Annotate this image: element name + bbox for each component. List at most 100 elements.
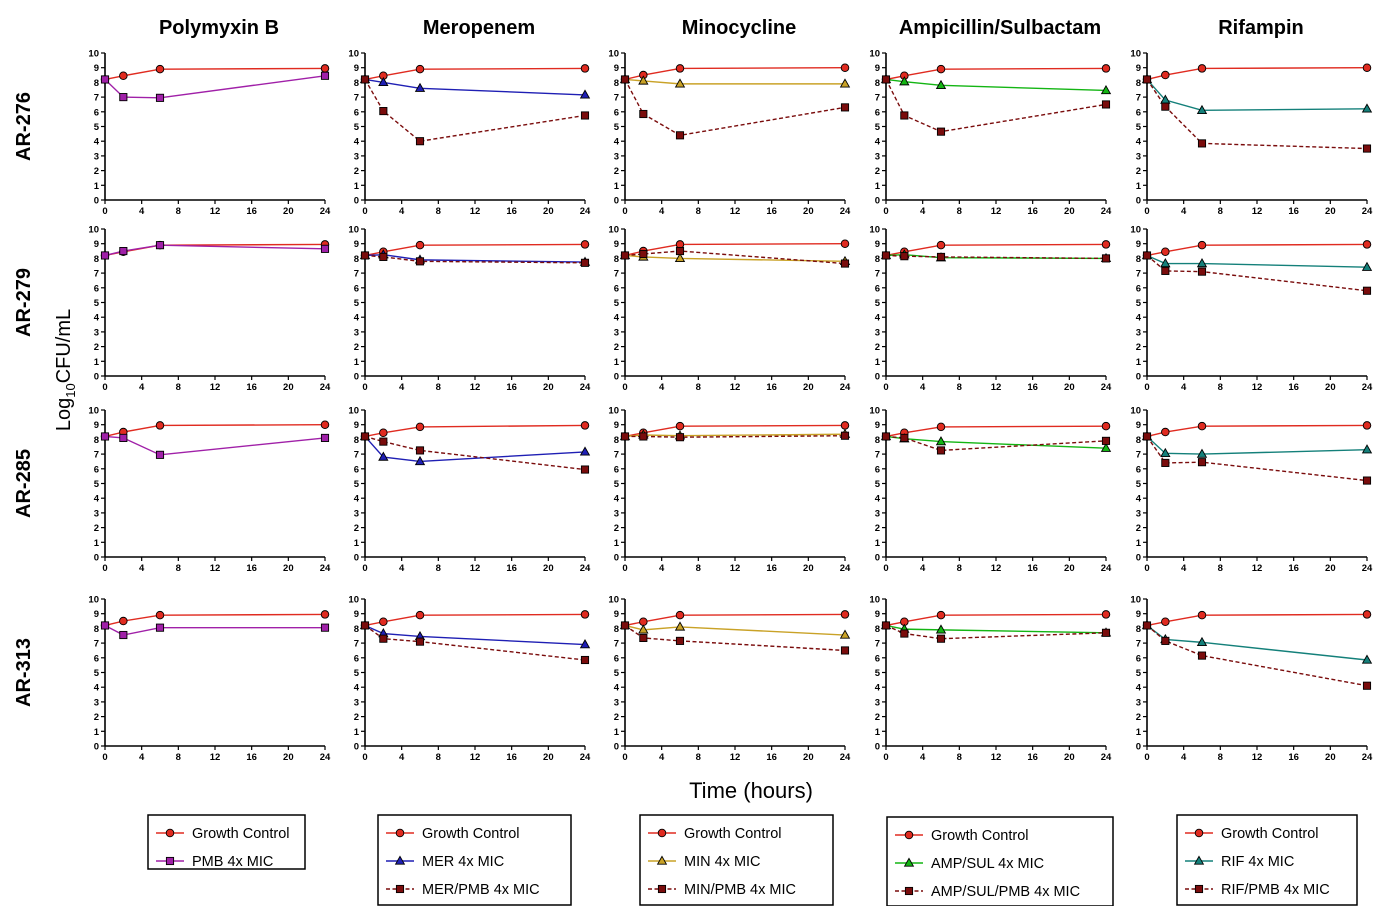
y-tick-label: 5 bbox=[94, 298, 100, 309]
x-tick-label: 0 bbox=[883, 206, 888, 217]
row-label: AR-313 bbox=[13, 638, 35, 707]
data-point bbox=[415, 64, 425, 74]
y-tick-label: 9 bbox=[875, 609, 880, 620]
y-tick-label: 10 bbox=[348, 595, 359, 606]
x-tick-label: 0 bbox=[622, 206, 627, 217]
x-tick-label: 4 bbox=[1181, 563, 1187, 574]
data-point bbox=[899, 76, 910, 86]
data-point bbox=[639, 432, 648, 441]
y-tick-label: 2 bbox=[94, 712, 99, 723]
data-point bbox=[840, 431, 850, 440]
data-point bbox=[840, 646, 850, 655]
y-tick-label: 4 bbox=[875, 683, 881, 694]
data-point bbox=[1100, 442, 1112, 452]
data-point bbox=[1142, 75, 1152, 84]
x-tick-label: 0 bbox=[883, 563, 888, 574]
x-tick-label: 8 bbox=[176, 382, 181, 393]
data-point bbox=[840, 63, 850, 72]
y-tick-label: 10 bbox=[869, 595, 880, 606]
y-tick-label: 4 bbox=[94, 494, 100, 505]
y-tick-label: 8 bbox=[614, 78, 619, 89]
y-tick-label: 0 bbox=[1136, 553, 1141, 564]
data-point bbox=[675, 610, 685, 620]
y-tick-label: 1 bbox=[94, 357, 100, 368]
data-point bbox=[1197, 610, 1207, 620]
x-tick-label: 12 bbox=[730, 563, 741, 574]
x-tick-label: 16 bbox=[246, 206, 257, 217]
data-point bbox=[1100, 84, 1112, 95]
y-tick-label: 10 bbox=[869, 406, 880, 417]
x-tick-label: 20 bbox=[803, 563, 814, 574]
x-tick-label: 8 bbox=[436, 563, 441, 574]
x-tick-label: 8 bbox=[436, 752, 441, 763]
data-point bbox=[935, 624, 947, 634]
y-tick-label: 10 bbox=[869, 49, 880, 60]
legend-marker bbox=[394, 855, 406, 865]
y-tick-label: 9 bbox=[614, 420, 619, 431]
y-tick-label: 1 bbox=[94, 181, 100, 192]
y-tick-label: 7 bbox=[875, 450, 880, 461]
y-tick-label: 4 bbox=[94, 137, 100, 148]
data-point bbox=[320, 623, 330, 632]
y-tick-label: 6 bbox=[1136, 653, 1141, 664]
y-tick-label: 5 bbox=[94, 122, 100, 133]
data-point bbox=[1161, 102, 1170, 111]
y-tick-label: 1 bbox=[1136, 181, 1142, 192]
x-tick-label: 16 bbox=[1027, 752, 1038, 763]
x-tick-label: 4 bbox=[920, 752, 926, 763]
data-point bbox=[1362, 144, 1372, 153]
data-point bbox=[580, 655, 590, 665]
y-tick-label: 5 bbox=[94, 479, 100, 490]
legend-box bbox=[886, 816, 1114, 906]
data-point bbox=[579, 446, 591, 456]
x-tick-label: 0 bbox=[102, 382, 107, 393]
column-title: Meropenem bbox=[423, 17, 535, 39]
y-tick-label: 4 bbox=[614, 683, 620, 694]
legend-marker bbox=[904, 886, 914, 896]
y-tick-label: 10 bbox=[88, 49, 99, 60]
y-tick-label: 9 bbox=[94, 609, 99, 620]
x-tick-label: 24 bbox=[580, 382, 591, 393]
data-point bbox=[119, 630, 128, 640]
data-point bbox=[1361, 261, 1373, 271]
y-tick-label: 0 bbox=[614, 553, 619, 564]
x-tick-label: 24 bbox=[580, 206, 591, 217]
y-tick-label: 0 bbox=[614, 372, 619, 383]
y-tick-label: 9 bbox=[1136, 239, 1141, 250]
y-tick-label: 2 bbox=[354, 712, 359, 723]
y-tick-label: 0 bbox=[1136, 196, 1141, 207]
series-line bbox=[364, 79, 586, 142]
series-line bbox=[885, 425, 1107, 438]
legend-label: Growth Control bbox=[931, 828, 1029, 844]
y-tick-label: 6 bbox=[875, 653, 880, 664]
data-point bbox=[638, 75, 649, 85]
y-tick-label: 0 bbox=[94, 553, 99, 564]
legend-marker bbox=[395, 884, 405, 894]
column-title: Polymyxin B bbox=[159, 17, 279, 39]
series-line bbox=[1146, 243, 1368, 257]
y-tick-label: 4 bbox=[875, 137, 881, 148]
series-line bbox=[364, 78, 586, 96]
x-tick-label: 0 bbox=[1144, 563, 1149, 574]
y-tick-label: 0 bbox=[1136, 372, 1141, 383]
x-tick-label: 24 bbox=[320, 563, 331, 574]
data-point bbox=[936, 446, 946, 455]
x-tick-label: 8 bbox=[696, 206, 701, 217]
series-line bbox=[885, 79, 1107, 133]
y-tick-label: 2 bbox=[875, 342, 880, 353]
y-tick-label: 7 bbox=[614, 93, 619, 104]
series-line bbox=[364, 624, 586, 646]
data-point bbox=[1197, 421, 1207, 431]
legend: Growth Control PMB 4x MIC bbox=[147, 814, 306, 870]
y-tick-label: 3 bbox=[875, 697, 880, 708]
x-tick-label: 12 bbox=[210, 206, 221, 217]
x-tick-label: 16 bbox=[766, 206, 777, 217]
x-tick-label: 16 bbox=[1027, 382, 1038, 393]
data-point bbox=[360, 621, 370, 630]
data-point bbox=[840, 239, 850, 248]
x-tick-label: 0 bbox=[102, 752, 107, 763]
data-point bbox=[579, 639, 591, 649]
